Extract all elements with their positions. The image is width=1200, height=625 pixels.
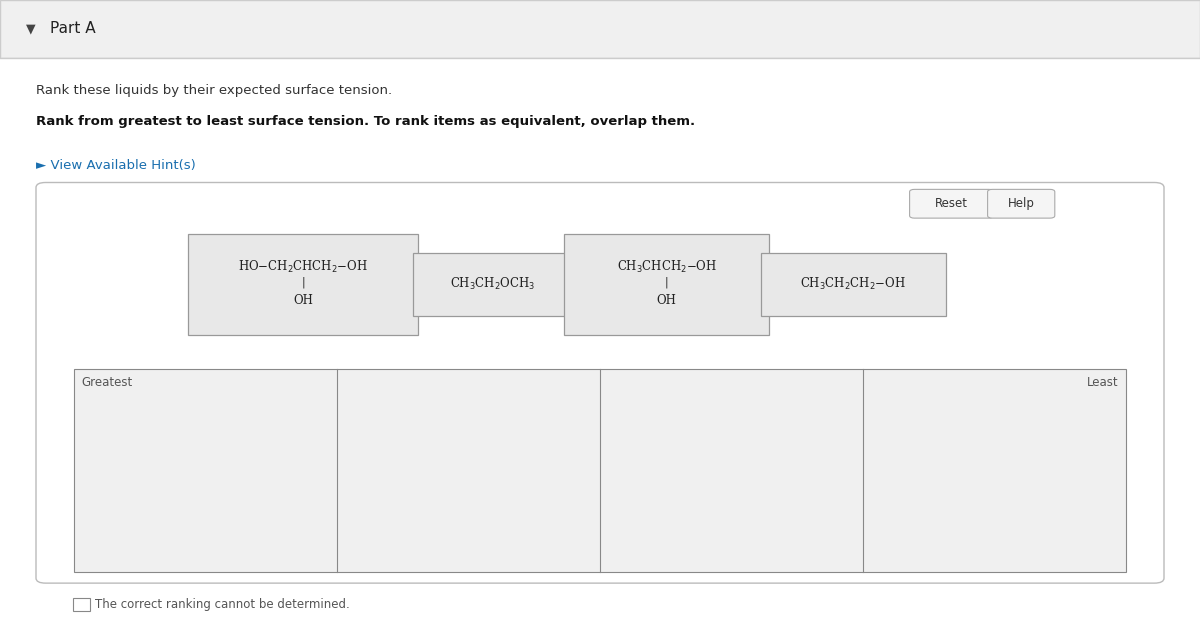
Text: OH: OH: [656, 294, 677, 307]
FancyBboxPatch shape: [0, 0, 1200, 58]
Text: Help: Help: [1008, 198, 1034, 210]
FancyBboxPatch shape: [988, 189, 1055, 218]
Text: Least: Least: [1087, 376, 1118, 389]
Text: Part A: Part A: [50, 21, 96, 36]
Text: Greatest: Greatest: [82, 376, 133, 389]
Text: HO$-$CH$_2$CHCH$_2$$-$OH: HO$-$CH$_2$CHCH$_2$$-$OH: [238, 259, 368, 275]
FancyBboxPatch shape: [413, 253, 574, 316]
FancyBboxPatch shape: [564, 234, 769, 335]
Text: ► View Available Hint(s): ► View Available Hint(s): [36, 159, 196, 172]
FancyBboxPatch shape: [761, 253, 946, 316]
Text: Rank these liquids by their expected surface tension.: Rank these liquids by their expected sur…: [36, 84, 392, 97]
FancyBboxPatch shape: [36, 182, 1164, 583]
Text: CH$_3$CHCH$_2$$-$OH: CH$_3$CHCH$_2$$-$OH: [617, 259, 716, 275]
Text: Rank from greatest to least surface tension. To rank items as equivalent, overla: Rank from greatest to least surface tens…: [36, 116, 695, 128]
Text: CH$_3$CH$_2$CH$_2$$-$OH: CH$_3$CH$_2$CH$_2$$-$OH: [800, 276, 906, 292]
Text: |: |: [665, 277, 668, 288]
FancyBboxPatch shape: [910, 189, 994, 218]
Text: ▼: ▼: [26, 22, 36, 35]
Text: CH$_3$CH$_2$OCH$_3$: CH$_3$CH$_2$OCH$_3$: [450, 276, 536, 292]
FancyBboxPatch shape: [188, 234, 418, 335]
Text: Reset: Reset: [935, 198, 968, 210]
Text: The correct ranking cannot be determined.: The correct ranking cannot be determined…: [95, 598, 349, 611]
FancyBboxPatch shape: [73, 598, 90, 611]
FancyBboxPatch shape: [74, 369, 1126, 572]
FancyBboxPatch shape: [0, 58, 1200, 625]
Text: OH: OH: [293, 294, 313, 307]
Text: |: |: [301, 277, 305, 288]
